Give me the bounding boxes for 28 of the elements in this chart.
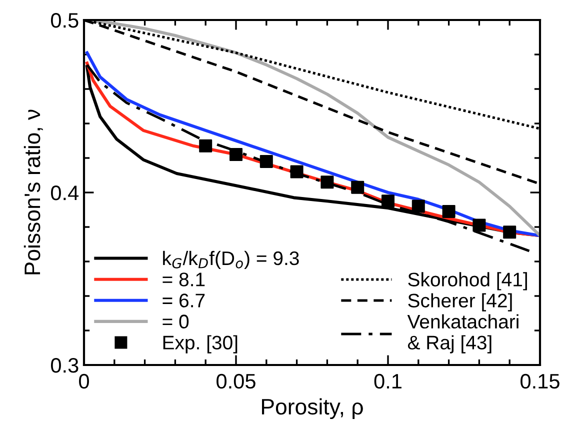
point xyxy=(351,180,364,194)
point xyxy=(412,200,425,213)
legend-label: k$_{G}$/k$_{D}$f(D$_{o}$) = 9.3 xyxy=(163,250,299,269)
legend-label: Venkatachari & Raj [43] xyxy=(407,314,518,354)
point xyxy=(320,176,334,189)
legend-label: = 0 xyxy=(162,314,189,328)
y-tick-label: 0.4 xyxy=(50,186,79,200)
x-tick-label: 0.05 xyxy=(216,374,256,389)
legend-label: Exp. [30] xyxy=(163,335,238,354)
x-axis-title: Porosity, ρ xyxy=(262,398,363,420)
point xyxy=(260,154,273,168)
y-axis-title: Poisson's ratio, ν xyxy=(24,110,43,274)
y-tick-label: 0.5 xyxy=(50,13,78,28)
point xyxy=(503,226,516,239)
point xyxy=(381,194,395,208)
legend-label: = 8.1 xyxy=(162,272,205,286)
legend-label: Scherer [42] xyxy=(408,293,512,312)
x-tick-label: 0.1 xyxy=(374,374,402,389)
point xyxy=(472,218,486,232)
legend-label: = 6.7 xyxy=(162,294,205,308)
point xyxy=(199,139,212,152)
point xyxy=(229,148,243,162)
point xyxy=(290,165,304,178)
point xyxy=(442,204,456,218)
y-tick-label: 0.3 xyxy=(50,358,78,373)
x-tick-label: 0.15 xyxy=(520,374,560,389)
x-tick-label: 0 xyxy=(79,374,89,389)
legend-label: Skorohod [41] xyxy=(408,272,527,290)
